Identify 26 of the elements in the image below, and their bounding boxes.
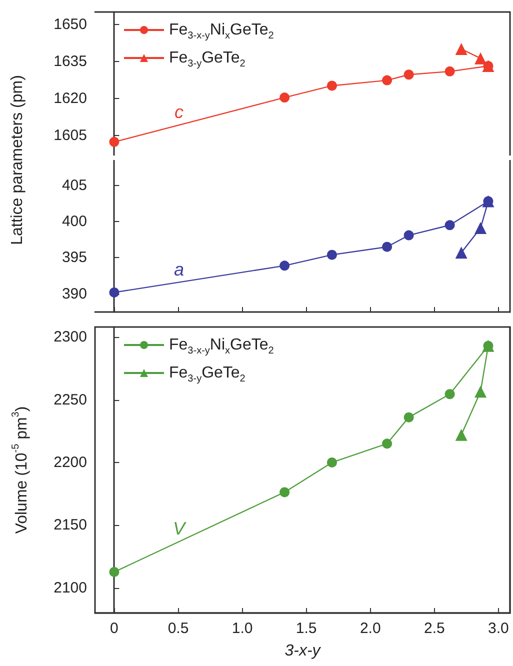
- x-tick-label: 0: [110, 620, 118, 637]
- y-tick-label: 1650: [54, 16, 87, 33]
- y-tick-label: 2250: [54, 391, 87, 408]
- x-tick-label: 1.0: [232, 620, 253, 637]
- x-tick-label: 1.5: [296, 620, 317, 637]
- y-tick-label: 395: [62, 249, 87, 266]
- x-axis-title: 3-x-y: [284, 642, 322, 660]
- x-tick-label: 3.0: [488, 620, 509, 637]
- x-tick-label: 0.5: [168, 620, 189, 637]
- y-tick-label: 1605: [54, 126, 87, 144]
- y-tick-label: 2150: [54, 516, 87, 534]
- y-tick-label: 2300: [54, 328, 87, 346]
- y-tick-label: 1635: [54, 52, 87, 70]
- annotation: c: [174, 102, 184, 122]
- x-tick-label: 2.0: [360, 620, 381, 637]
- y-tick-label: 405: [62, 176, 87, 194]
- y-axis-title: Volume (10-5 pm3): [10, 406, 30, 534]
- y-tick-label: 390: [62, 285, 87, 302]
- y-tick-label: 1620: [54, 90, 87, 107]
- y-tick-label: 400: [62, 213, 87, 230]
- y-tick-label: 2200: [54, 454, 87, 471]
- y-axis-title: Lattice parameters (pm): [9, 75, 27, 245]
- x-tick-label: 2.5: [424, 620, 445, 637]
- annotation: V: [172, 518, 187, 539]
- y-tick-label: 2100: [54, 579, 87, 596]
- annotation: a: [174, 259, 184, 280]
